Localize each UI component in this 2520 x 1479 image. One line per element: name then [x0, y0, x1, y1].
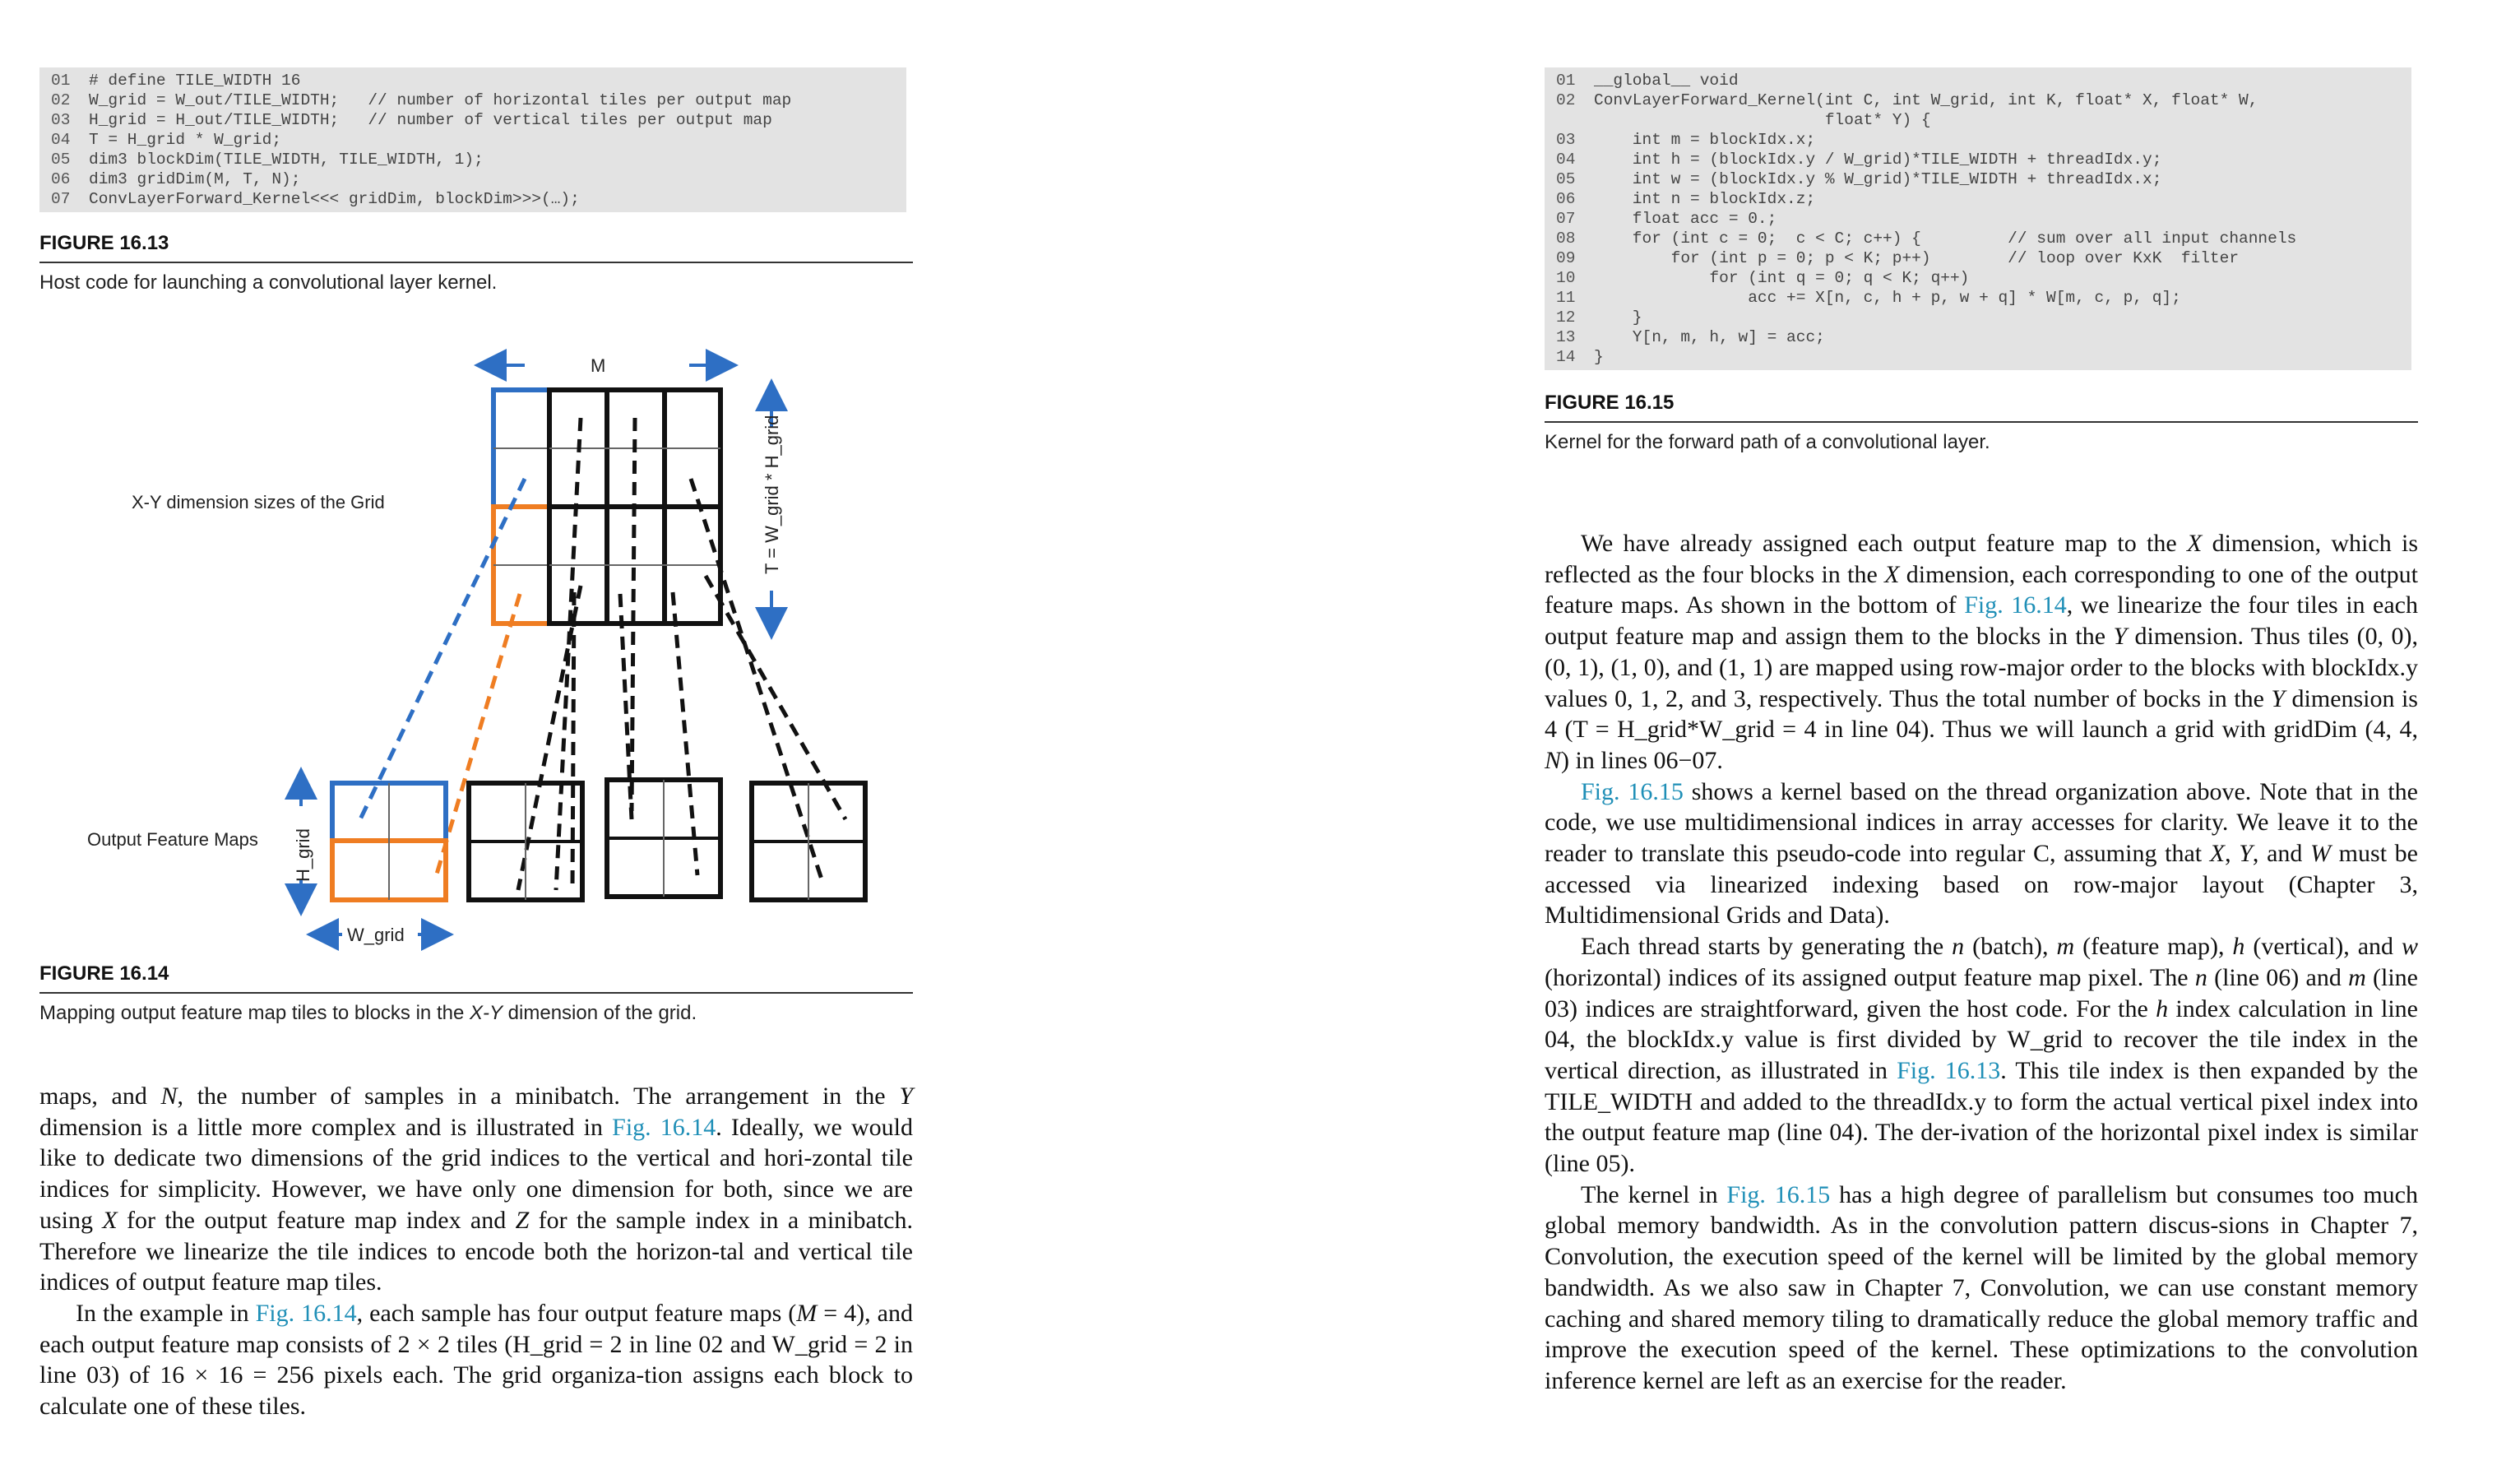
- code-line: 03 H_grid = H_out/TILE_WIDTH; // number o…: [39, 110, 906, 130]
- left-body-text: maps, and N, the number of samples in a …: [39, 1081, 913, 1422]
- code-text: __global__ void: [1594, 72, 1739, 90]
- code-listing-16-15: 01 __global__ void 02 ConvLayerForward_Kern…: [1545, 67, 2411, 370]
- line-number: 12: [1556, 308, 1576, 327]
- code-text: for (int c = 0; c < C; c++) { // sum ove…: [1594, 230, 2297, 248]
- code-line: 02 ConvLayerForward_Kernel(int C, int W_g…: [1545, 90, 2411, 110]
- code-text: for (int q = 0; q < K; q++): [1594, 269, 1970, 287]
- t-label: T = W_grid * H_grid: [762, 415, 782, 574]
- right-paragraph-4: The kernel in Fig. 16.15 has a high degr…: [1545, 1180, 2418, 1394]
- code-text: Y[n, m, h, w] = acc;: [1594, 328, 1825, 346]
- line-number: 06: [1556, 190, 1576, 208]
- code-line: 03 int m = blockIdx.x;: [1545, 130, 2411, 150]
- line-number: [1545, 110, 1594, 130]
- code-line: 07 ConvLayerForward_Kernel<<< gridDim, bl…: [39, 189, 906, 209]
- line-number: 02: [51, 91, 71, 109]
- line-number: 06: [51, 170, 71, 188]
- left-paragraph-1: maps, and N, the number of samples in a …: [39, 1083, 913, 1296]
- line-number: 14: [1556, 348, 1576, 366]
- figure-16-14-rule: [39, 992, 913, 994]
- code-text: int n = blockIdx.z;: [1594, 190, 1816, 208]
- code-line: 12 }: [1545, 308, 2411, 327]
- figure-16-13-label: FIGURE 16.13: [39, 232, 169, 254]
- line-number: 13: [1556, 328, 1576, 346]
- code-line: 11 acc += X[n, c, h + p, w + q] * W[m, c…: [1545, 288, 2411, 308]
- code-text: float* Y) {: [1594, 111, 1931, 129]
- line-number: 09: [1556, 249, 1576, 267]
- code-text: # define TILE_WIDTH 16: [89, 72, 301, 90]
- left-paragraph-2: In the example in Fig. 16.14, each sampl…: [39, 1299, 913, 1421]
- left-page: 01 # define TILE_WIDTH 16 02 W_grid = W_out…: [39, 0, 915, 1479]
- code-line: 09 for (int p = 0; p < K; p++) // loop o…: [1545, 248, 2411, 268]
- code-text: int w = (blockIdx.y % W_grid)*TILE_WIDTH…: [1594, 170, 2162, 188]
- line-number: 03: [51, 111, 71, 129]
- line-number: 04: [51, 131, 71, 149]
- code-text: int h = (blockIdx.y / W_grid)*TILE_WIDTH…: [1594, 151, 2162, 169]
- line-number: 05: [1556, 170, 1576, 188]
- code-text: }: [1594, 348, 1604, 366]
- output-feature-maps-label: Output Feature Maps: [87, 829, 258, 850]
- code-listing-16-13: 01 # define TILE_WIDTH 16 02 W_grid = W_out…: [39, 67, 906, 212]
- code-text: W_grid = W_out/TILE_WIDTH; // number of …: [89, 91, 792, 109]
- right-paragraph-2: Fig. 16.15 shows a kernel based on the t…: [1545, 777, 2418, 930]
- line-number: 10: [1556, 269, 1576, 287]
- code-text: H_grid = H_out/TILE_WIDTH; // number of …: [89, 111, 772, 129]
- grid-dimension-label: X-Y dimension sizes of the Grid: [132, 492, 385, 512]
- code-line: float* Y) {: [1545, 110, 2411, 130]
- code-line: 14}: [1545, 347, 2411, 367]
- code-text: dim3 blockDim(TILE_WIDTH, TILE_WIDTH, 1)…: [89, 151, 484, 169]
- line-number: 07: [51, 190, 71, 208]
- right-paragraph-3: Each thread starts by generating the n (…: [1545, 933, 2419, 1178]
- output-feature-maps: [330, 777, 868, 902]
- code-line: 05 dim3 blockDim(TILE_WIDTH, TILE_WIDTH, …: [39, 150, 906, 169]
- figure-16-13-rule: [39, 262, 913, 263]
- code-text: ConvLayerForward_Kernel(int C, int W_gri…: [1594, 91, 2258, 109]
- figure-16-14-label: FIGURE 16.14: [39, 962, 169, 985]
- line-number: 03: [1556, 131, 1576, 149]
- line-number: 02: [1556, 91, 1576, 109]
- code-line: 10 for (int q = 0; q < K; q++): [1545, 268, 2411, 288]
- code-text: float acc = 0.;: [1594, 210, 1777, 228]
- code-text: acc += X[n, c, h + p, w + q] * W[m, c, p…: [1594, 289, 2181, 307]
- line-number: 11: [1556, 289, 1576, 307]
- code-text: ConvLayerForward_Kernel<<< gridDim, bloc…: [89, 190, 580, 208]
- figure-16-14-caption: Mapping output feature map tiles to bloc…: [39, 1002, 697, 1024]
- code-line: 01 __global__ void: [1545, 71, 2411, 90]
- line-number: 01: [1556, 72, 1576, 90]
- hgrid-label: H_grid: [293, 828, 313, 882]
- code-text: T = H_grid * W_grid;: [89, 131, 282, 149]
- line-number: 08: [1556, 230, 1576, 248]
- code-text: int m = blockIdx.x;: [1594, 131, 1816, 149]
- figure-16-15-label: FIGURE 16.15: [1545, 392, 1675, 414]
- code-line: 13 Y[n, m, h, w] = acc;: [1545, 327, 2411, 347]
- right-body-text: We have already assigned each output fea…: [1545, 528, 2418, 1397]
- code-line: 06 dim3 gridDim(M, T, N);: [39, 169, 906, 189]
- right-page: 01 __global__ void 02 ConvLayerForward_Kern…: [1545, 0, 2420, 1479]
- code-line: 01 # define TILE_WIDTH 16: [39, 71, 906, 90]
- tile-mapping-diagram: M X-Y dimension sizes of the Grid T = W_…: [87, 349, 868, 951]
- m-label: M: [591, 355, 605, 376]
- code-line: 05 int w = (blockIdx.y % W_grid)*TILE_WI…: [1545, 169, 2411, 189]
- line-number: 05: [51, 151, 71, 169]
- code-text: dim3 gridDim(M, T, N);: [89, 170, 301, 188]
- code-line: 08 for (int c = 0; c < C; c++) { // sum …: [1545, 229, 2411, 248]
- code-line: 06 int n = blockIdx.z;: [1545, 189, 2411, 209]
- wgrid-label: W_grid: [347, 925, 405, 945]
- figure-16-13-caption: Host code for launching a convolutional …: [39, 271, 498, 294]
- code-line: 07 float acc = 0.;: [1545, 209, 2411, 229]
- code-text: for (int p = 0; p < K; p++) // loop over…: [1594, 249, 2240, 267]
- code-line: 02 W_grid = W_out/TILE_WIDTH; // number o…: [39, 90, 906, 110]
- figure-16-15-rule: [1545, 421, 2418, 423]
- figure-16-15-caption: Kernel for the forward path of a convolu…: [1545, 431, 1990, 453]
- line-number: 01: [51, 72, 71, 90]
- line-number: 07: [1556, 210, 1576, 228]
- code-line: 04 int h = (blockIdx.y / W_grid)*TILE_WI…: [1545, 150, 2411, 169]
- code-line: 04 T = H_grid * W_grid;: [39, 130, 906, 150]
- line-number: 04: [1556, 151, 1576, 169]
- code-text: }: [1594, 308, 1642, 327]
- grid-blocks: [491, 387, 723, 626]
- right-paragraph-1: We have already assigned each output fea…: [1545, 530, 2419, 774]
